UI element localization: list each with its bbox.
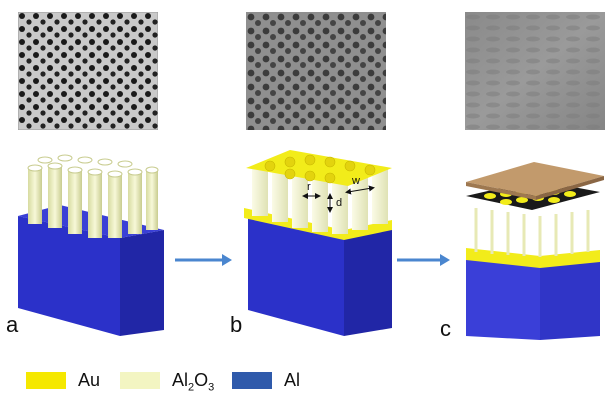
dimension-d: d [336, 197, 342, 209]
panel-label-b: b [230, 312, 243, 337]
panel-label-a: a [6, 312, 19, 337]
block-c [466, 162, 604, 340]
panel-label-c: c [440, 316, 451, 341]
alumina-pillars-b [252, 168, 388, 234]
legend-label-au: Au [78, 370, 101, 390]
cap-c [466, 162, 604, 196]
dimension-r: r [307, 181, 311, 193]
sem-image-a [18, 12, 158, 130]
gold-top-b [246, 150, 392, 186]
alumina-tubes-a [27, 154, 159, 238]
swatch-al2o3 [120, 372, 160, 389]
block-a [18, 154, 164, 336]
block-b: r d w [244, 150, 392, 336]
swatch-au [26, 372, 66, 389]
dimension-w: w [351, 175, 360, 187]
thin-pillars-c [474, 208, 590, 257]
arrow-a-to-b [175, 254, 232, 266]
legend-label-al2o3: Al2O3 [172, 370, 215, 394]
arrow-b-to-c [397, 254, 450, 266]
swatch-al [232, 372, 272, 389]
sem-image-b [246, 12, 386, 130]
legend-label-al: Al [284, 370, 301, 390]
sem-image-c [465, 12, 605, 130]
dimension-markers: r d w [302, 175, 375, 213]
